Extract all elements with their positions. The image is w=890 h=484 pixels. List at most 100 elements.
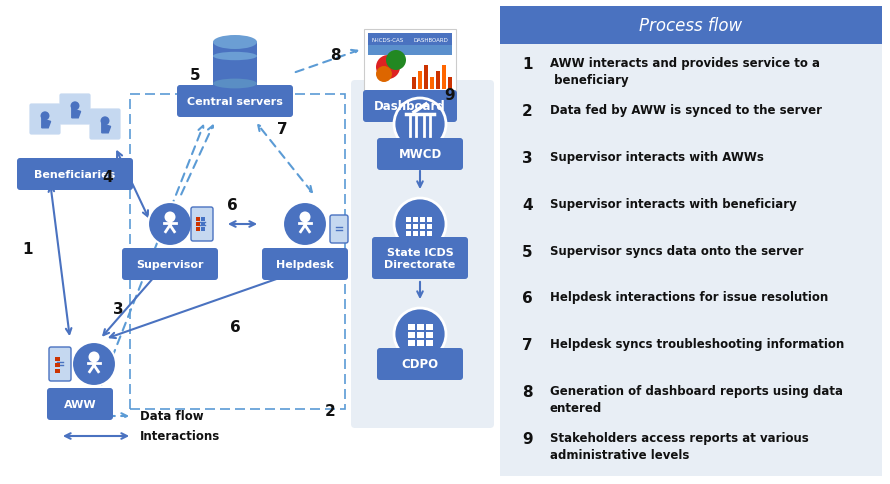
- Text: AWW interacts and provides service to a
 beneficiary: AWW interacts and provides service to a …: [550, 57, 820, 87]
- FancyBboxPatch shape: [417, 324, 424, 330]
- FancyBboxPatch shape: [330, 215, 348, 243]
- FancyBboxPatch shape: [406, 217, 411, 223]
- FancyBboxPatch shape: [420, 217, 425, 223]
- Circle shape: [394, 198, 446, 251]
- Circle shape: [376, 56, 400, 80]
- FancyBboxPatch shape: [427, 225, 432, 229]
- Polygon shape: [72, 109, 81, 119]
- FancyBboxPatch shape: [426, 333, 433, 338]
- FancyBboxPatch shape: [368, 34, 452, 46]
- Text: 6: 6: [230, 319, 240, 334]
- Text: Helpdesk interactions for issue resolution: Helpdesk interactions for issue resoluti…: [550, 291, 829, 304]
- FancyBboxPatch shape: [418, 72, 422, 90]
- FancyBboxPatch shape: [430, 78, 434, 90]
- Text: Central servers: Central servers: [187, 97, 283, 107]
- Ellipse shape: [213, 53, 257, 61]
- FancyBboxPatch shape: [196, 217, 200, 222]
- FancyBboxPatch shape: [427, 231, 432, 237]
- FancyBboxPatch shape: [427, 217, 432, 223]
- FancyBboxPatch shape: [413, 225, 418, 229]
- FancyBboxPatch shape: [408, 333, 415, 338]
- FancyBboxPatch shape: [262, 248, 348, 280]
- Text: 8: 8: [522, 384, 532, 399]
- FancyBboxPatch shape: [420, 231, 425, 237]
- FancyBboxPatch shape: [426, 324, 433, 330]
- Circle shape: [394, 308, 446, 360]
- FancyBboxPatch shape: [196, 227, 200, 231]
- Text: 1: 1: [23, 242, 33, 257]
- FancyBboxPatch shape: [191, 208, 213, 242]
- FancyBboxPatch shape: [368, 46, 452, 56]
- Circle shape: [165, 212, 175, 223]
- Text: Generation of dashboard reports using data
entered: Generation of dashboard reports using da…: [550, 384, 843, 414]
- Circle shape: [148, 203, 192, 246]
- Ellipse shape: [213, 36, 257, 50]
- Text: 6: 6: [522, 291, 533, 306]
- FancyBboxPatch shape: [122, 248, 218, 280]
- Text: Supervisor: Supervisor: [136, 259, 204, 270]
- FancyBboxPatch shape: [408, 340, 415, 346]
- Circle shape: [283, 203, 327, 246]
- Circle shape: [394, 99, 446, 151]
- FancyBboxPatch shape: [201, 217, 205, 222]
- Circle shape: [376, 67, 392, 83]
- FancyBboxPatch shape: [420, 225, 425, 229]
- Ellipse shape: [213, 79, 257, 89]
- Polygon shape: [42, 119, 51, 129]
- Text: 2: 2: [325, 404, 336, 419]
- FancyBboxPatch shape: [436, 72, 440, 90]
- FancyBboxPatch shape: [60, 94, 91, 125]
- FancyBboxPatch shape: [372, 238, 468, 279]
- FancyBboxPatch shape: [448, 78, 452, 90]
- Text: AWW: AWW: [64, 399, 96, 409]
- FancyBboxPatch shape: [413, 231, 418, 237]
- Text: 7: 7: [277, 122, 287, 137]
- FancyBboxPatch shape: [377, 348, 463, 380]
- Polygon shape: [101, 124, 110, 134]
- FancyBboxPatch shape: [364, 30, 456, 96]
- Circle shape: [101, 117, 109, 126]
- FancyBboxPatch shape: [201, 227, 205, 231]
- FancyBboxPatch shape: [500, 7, 882, 476]
- FancyBboxPatch shape: [17, 159, 133, 191]
- FancyBboxPatch shape: [29, 104, 61, 136]
- Text: 2: 2: [522, 104, 533, 119]
- Circle shape: [386, 51, 406, 71]
- Circle shape: [300, 212, 311, 223]
- Text: Process flow: Process flow: [639, 17, 742, 35]
- Text: 3: 3: [522, 151, 532, 166]
- Text: 8: 8: [329, 47, 340, 62]
- Circle shape: [70, 102, 79, 111]
- Text: 9: 9: [522, 431, 532, 446]
- FancyBboxPatch shape: [363, 91, 457, 123]
- Text: Interactions: Interactions: [140, 430, 220, 442]
- FancyBboxPatch shape: [89, 109, 121, 140]
- FancyBboxPatch shape: [55, 369, 60, 373]
- FancyBboxPatch shape: [55, 363, 60, 367]
- Circle shape: [41, 112, 50, 121]
- FancyBboxPatch shape: [406, 231, 411, 237]
- FancyBboxPatch shape: [177, 86, 293, 118]
- Text: Helpdesk: Helpdesk: [276, 259, 334, 270]
- Text: Supervisor interacts with AWWs: Supervisor interacts with AWWs: [550, 151, 764, 164]
- Text: Supervisor interacts with beneficiary: Supervisor interacts with beneficiary: [550, 197, 797, 210]
- Text: Supervisor syncs data onto the server: Supervisor syncs data onto the server: [550, 244, 804, 257]
- Text: Data fed by AWW is synced to the server: Data fed by AWW is synced to the server: [550, 104, 822, 117]
- FancyBboxPatch shape: [196, 223, 200, 227]
- FancyBboxPatch shape: [49, 348, 71, 381]
- FancyBboxPatch shape: [408, 324, 415, 330]
- FancyBboxPatch shape: [201, 223, 205, 227]
- Text: DASHBOARD: DASHBOARD: [413, 37, 448, 43]
- FancyBboxPatch shape: [500, 7, 882, 45]
- Text: N-ICDS-CAS: N-ICDS-CAS: [372, 37, 404, 43]
- FancyBboxPatch shape: [413, 217, 418, 223]
- Text: 5: 5: [522, 244, 532, 259]
- FancyBboxPatch shape: [55, 357, 60, 361]
- Circle shape: [88, 352, 100, 363]
- FancyBboxPatch shape: [412, 78, 416, 90]
- Text: MWCD: MWCD: [399, 148, 441, 161]
- Text: 7: 7: [522, 338, 532, 353]
- Text: 5: 5: [190, 67, 200, 82]
- Text: 9: 9: [445, 87, 456, 102]
- Text: Beneficiaries: Beneficiaries: [35, 170, 116, 180]
